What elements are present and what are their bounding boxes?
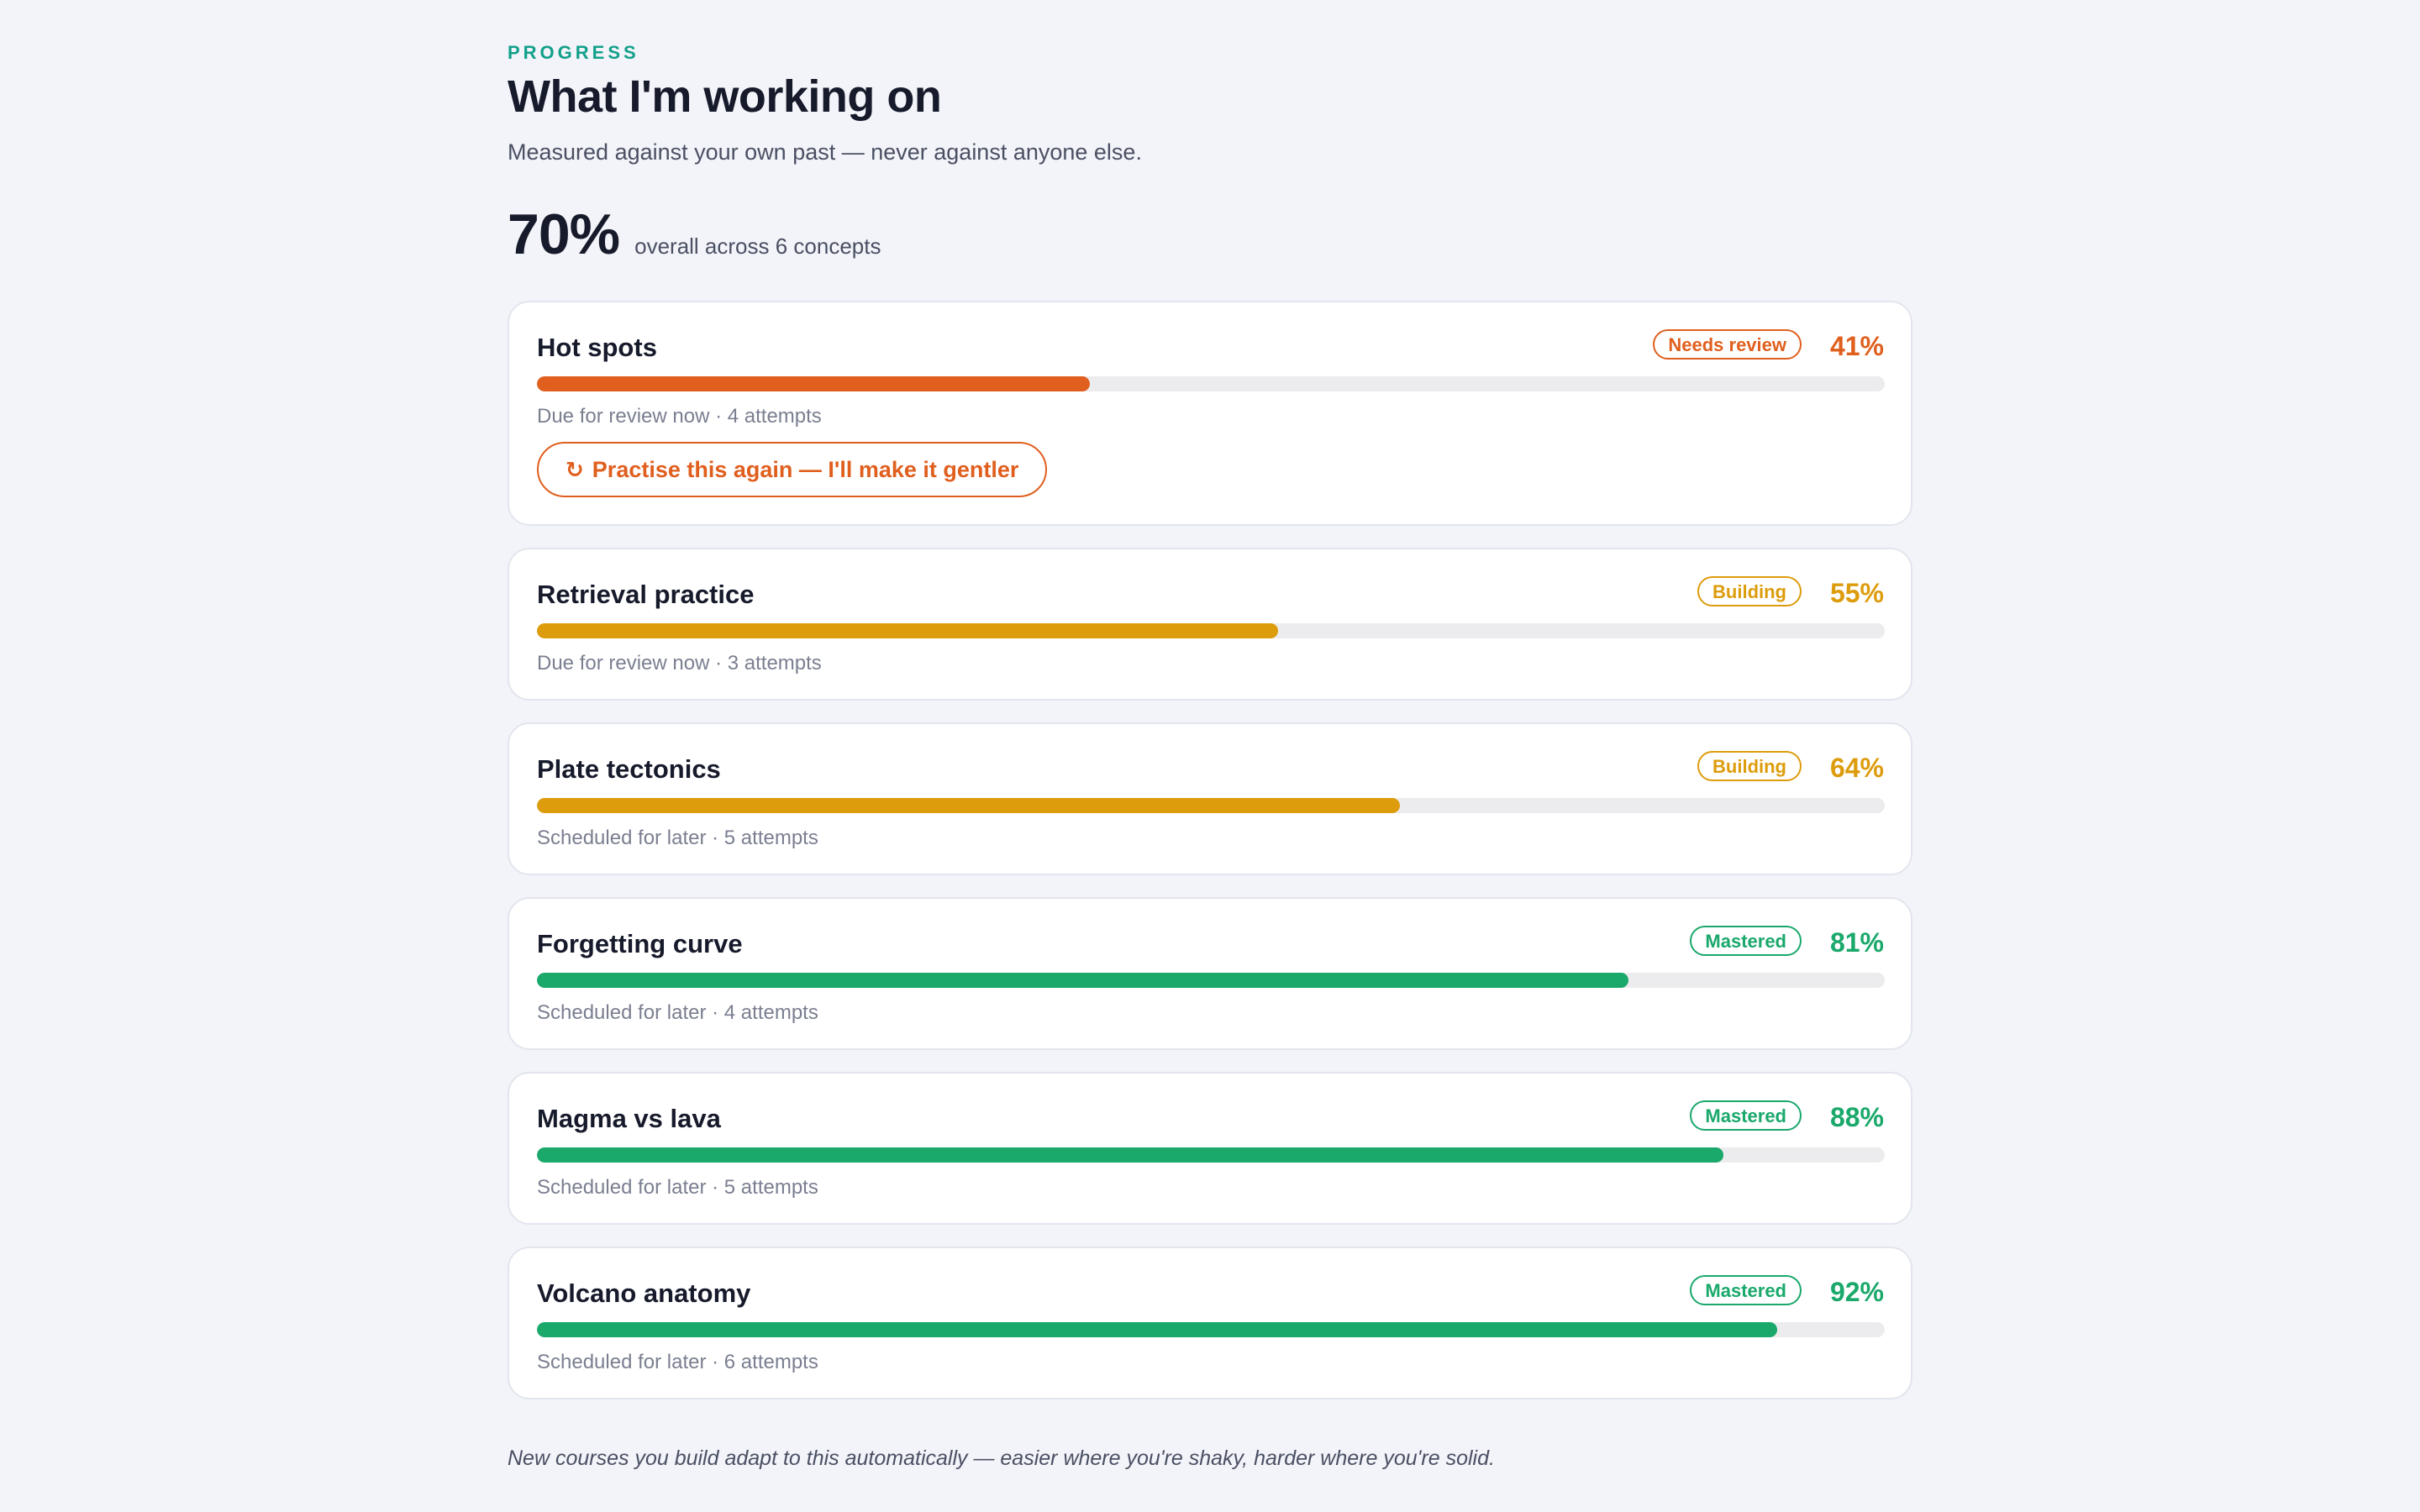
- footnote: New courses you build adapt to this auto…: [508, 1446, 1495, 1470]
- concept-meta: Scheduled for later · 6 attempts: [537, 1351, 818, 1373]
- concept-percent: 92%: [1829, 1277, 1884, 1307]
- progress-fill: [537, 1322, 1777, 1337]
- concept-name: Hot spots: [537, 333, 657, 362]
- progress-bar: [537, 376, 1885, 391]
- page-title: What I'm working on: [508, 71, 942, 122]
- progress-bar: [537, 1322, 1885, 1337]
- progress-fill: [537, 973, 1629, 988]
- progress-fill: [537, 623, 1279, 638]
- concept-meta: Scheduled for later · 5 attempts: [537, 827, 818, 849]
- practise-again-button[interactable]: ↻ Practise this again — I'll make it gen…: [537, 442, 1048, 497]
- page-subtitle: Measured against your own past — never a…: [508, 139, 1142, 165]
- progress-bar: [537, 623, 1885, 638]
- overall-percent: 70%: [508, 202, 620, 266]
- concept-card: Retrieval practice Building 55% Due for …: [508, 548, 1912, 701]
- refresh-icon: ↻: [566, 456, 584, 482]
- progress-fill: [537, 376, 1090, 391]
- concept-meta: Scheduled for later · 5 attempts: [537, 1176, 818, 1199]
- concept-name: Plate tectonics: [537, 754, 721, 784]
- status-badge: Mastered: [1690, 1275, 1802, 1305]
- overall-summary: 70% overall across 6 concepts: [508, 202, 881, 267]
- overall-description: overall across 6 concepts: [634, 234, 881, 259]
- status-badge: Needs review: [1653, 329, 1802, 360]
- status-badge: Mastered: [1690, 1100, 1802, 1131]
- concept-name: Retrieval practice: [537, 580, 755, 609]
- concept-percent: 64%: [1829, 753, 1884, 783]
- concept-card: Forgetting curve Mastered 81% Scheduled …: [508, 897, 1912, 1050]
- status-badge: Building: [1697, 751, 1802, 781]
- concept-meta: Scheduled for later · 4 attempts: [537, 1001, 818, 1024]
- concept-meta: Due for review now · 4 attempts: [537, 405, 822, 428]
- concept-percent: 88%: [1829, 1102, 1884, 1132]
- concept-meta: Due for review now · 3 attempts: [537, 652, 822, 675]
- concept-card: Magma vs lava Mastered 88% Scheduled for…: [508, 1072, 1912, 1225]
- concept-percent: 81%: [1829, 927, 1884, 958]
- status-badge: Mastered: [1690, 926, 1802, 956]
- practise-again-label: Practise this again — I'll make it gentl…: [592, 456, 1019, 482]
- concept-percent: 41%: [1829, 331, 1884, 361]
- progress-bar: [537, 973, 1885, 988]
- concept-name: Volcano anatomy: [537, 1278, 751, 1308]
- concept-name: Forgetting curve: [537, 929, 743, 958]
- concept-percent: 55%: [1829, 578, 1884, 608]
- status-badge: Building: [1697, 576, 1802, 606]
- progress-bar: [537, 798, 1885, 813]
- progress-bar: [537, 1147, 1885, 1163]
- concept-list: Hot spots Needs review 41% Due for revie…: [508, 301, 1912, 1421]
- progress-fill: [537, 1147, 1723, 1163]
- concept-card: Plate tectonics Building 64% Scheduled f…: [508, 722, 1912, 875]
- section-eyebrow: PROGRESS: [508, 42, 639, 63]
- concept-card: Hot spots Needs review 41% Due for revie…: [508, 301, 1912, 526]
- progress-fill: [537, 798, 1400, 813]
- concept-card: Volcano anatomy Mastered 92% Scheduled f…: [508, 1247, 1912, 1399]
- concept-name: Magma vs lava: [537, 1104, 721, 1133]
